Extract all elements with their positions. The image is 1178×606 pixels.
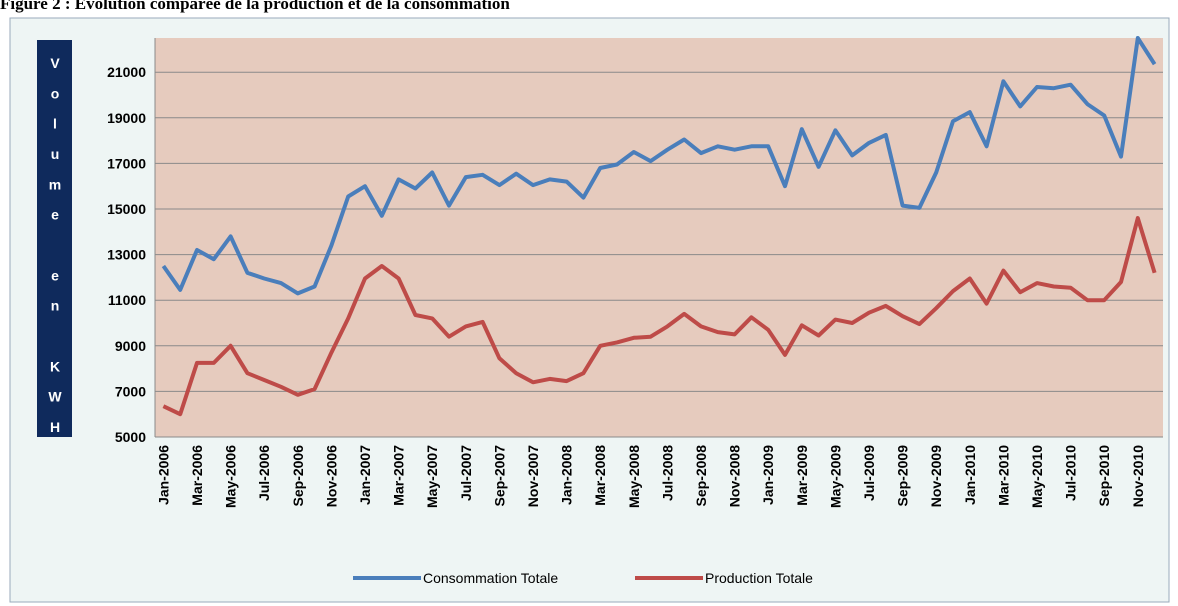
x-tick-label: Sep-2008 <box>693 445 709 507</box>
y-tick-label: 7000 <box>115 383 146 399</box>
y-tick-label: 9000 <box>115 338 146 354</box>
x-tick-label: May-2008 <box>626 445 642 508</box>
x-tick-label: Sep-2009 <box>895 445 911 507</box>
x-tick-label: Jan-2008 <box>559 445 575 505</box>
x-tick-label: Jul-2007 <box>458 445 474 501</box>
series-line <box>162 216 1157 417</box>
x-tick-label: May-2007 <box>424 445 440 508</box>
x-tick-label: Jan-2010 <box>962 445 978 505</box>
series-line <box>161 36 1157 296</box>
y-tick-label: 5000 <box>115 429 146 445</box>
y-tick-label: 17000 <box>107 155 146 171</box>
x-tick-label: Nov-2006 <box>323 445 339 507</box>
x-tick-label: Mar-2008 <box>592 445 608 506</box>
x-tick-label: Jul-2009 <box>861 445 877 501</box>
x-tick-label: Sep-2006 <box>290 445 306 507</box>
x-tick-label: Nov-2008 <box>727 445 743 507</box>
x-tick-label: Jan-2007 <box>357 445 373 505</box>
x-tick-label: Nov-2007 <box>525 445 541 507</box>
x-tick-label: Nov-2010 <box>1130 445 1146 507</box>
x-tick-label: Jul-2010 <box>1063 445 1079 501</box>
x-tick-label: Sep-2007 <box>491 445 507 507</box>
x-tick-label: Mar-2010 <box>995 445 1011 506</box>
x-tick-label: Jan-2006 <box>155 445 171 505</box>
y-tick-label: 11000 <box>108 292 146 308</box>
x-tick-label: May-2010 <box>1029 445 1045 508</box>
x-tick-label: Sep-2010 <box>1096 445 1112 507</box>
y-tick-label: 21000 <box>107 64 146 80</box>
y-tick-label: 19000 <box>107 110 146 126</box>
x-tick-label: Nov-2009 <box>928 445 944 507</box>
y-tick-label: 13000 <box>107 247 146 263</box>
x-tick-label: Jan-2009 <box>760 445 776 505</box>
y-tick-label: 15000 <box>107 201 146 217</box>
y-label-box <box>37 40 72 437</box>
x-tick-label: Jul-2008 <box>659 445 675 501</box>
x-tick-label: Jul-2006 <box>256 445 272 501</box>
x-tick-label: May-2006 <box>223 445 239 508</box>
x-tick-label: Mar-2007 <box>391 445 407 506</box>
x-tick-label: Mar-2006 <box>189 445 205 506</box>
x-tick-label: May-2009 <box>827 445 843 508</box>
legend-label: Production Totale <box>705 570 813 586</box>
legend-label: Consommation Totale <box>423 570 558 586</box>
chart-title: Figure 2 : Evolution comparée de la prod… <box>0 0 510 13</box>
x-tick-label: Mar-2009 <box>794 445 810 506</box>
plot-area <box>155 38 1163 437</box>
